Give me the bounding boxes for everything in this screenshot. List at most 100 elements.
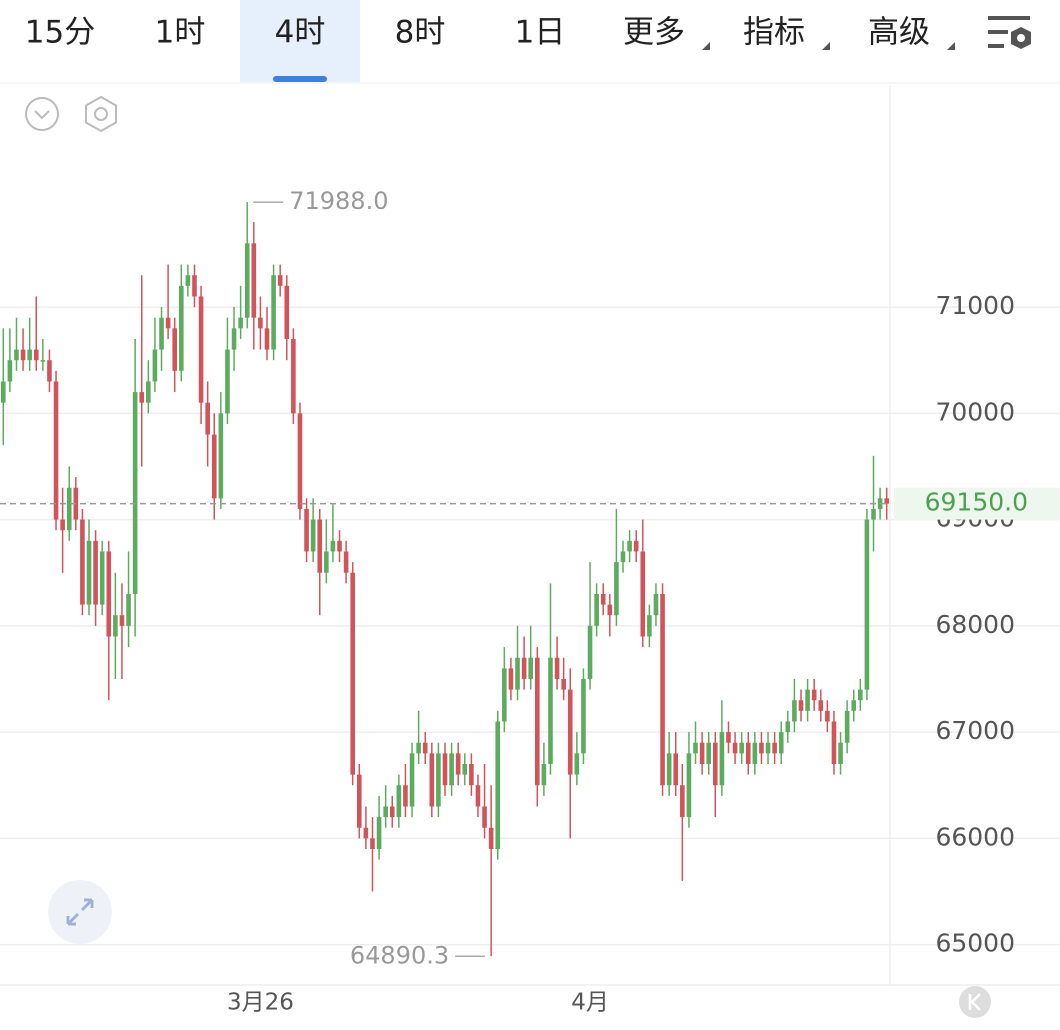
tab[interactable]: 更多 <box>623 15 710 51</box>
last-price-bg <box>894 487 1060 520</box>
icon-dot <box>94 107 108 121</box>
candle-body <box>152 349 158 382</box>
tab[interactable]: 8时 <box>395 15 446 51</box>
candle-body <box>139 392 145 403</box>
candle-body <box>488 827 494 849</box>
candle-body <box>587 625 593 679</box>
icon-dot <box>1017 34 1025 42</box>
tab-label: 1时 <box>155 15 206 51</box>
candle-body <box>712 742 718 786</box>
candle-body <box>752 742 758 764</box>
candle-body <box>324 551 329 573</box>
candle-body <box>627 540 632 552</box>
y-tick-label: 67000 <box>935 716 1015 745</box>
candle-body <box>409 753 415 807</box>
reset-button[interactable] <box>959 986 991 1018</box>
candle-body <box>198 296 204 403</box>
candle-body <box>805 689 810 711</box>
tab[interactable]: 4时 <box>240 0 360 82</box>
candle-body <box>277 275 283 286</box>
candle-body <box>739 742 744 754</box>
candle-body <box>40 360 46 362</box>
candle-body <box>258 317 263 329</box>
candle-body <box>20 349 26 361</box>
icon-arrows <box>66 898 94 926</box>
candle-body <box>80 519 85 605</box>
y-tick-label: 66000 <box>935 822 1015 851</box>
candle-body <box>515 657 520 690</box>
candle-body <box>647 615 652 637</box>
dropdown-arrow <box>947 42 955 50</box>
candle-body <box>521 657 527 679</box>
candle-body <box>831 721 837 764</box>
candle-body <box>106 551 112 637</box>
y-tick-label: 70000 <box>935 397 1015 426</box>
tab[interactable]: 高级 <box>868 15 955 51</box>
candle-body <box>462 763 468 775</box>
y-tick-label: 68000 <box>935 610 1015 639</box>
candle-body <box>396 785 402 818</box>
candle-body <box>699 742 705 764</box>
candle-body <box>508 668 514 690</box>
candle-body <box>620 551 626 563</box>
candle-body <box>291 338 296 414</box>
settings-hex[interactable] <box>85 95 117 133</box>
candle-body <box>178 285 184 371</box>
candle-body <box>389 806 395 818</box>
candle-body <box>416 742 421 754</box>
tab[interactable]: 1日 <box>515 15 566 51</box>
candle-body <box>594 593 599 626</box>
candle-body <box>534 657 540 786</box>
candle-body <box>765 742 771 754</box>
candle-body <box>798 700 804 711</box>
y-tick-label: 65000 <box>935 929 1015 958</box>
candle-body <box>119 615 125 626</box>
candle-body <box>574 753 580 775</box>
icon-chevron <box>34 110 50 120</box>
candle-body <box>686 753 692 818</box>
candle-body <box>745 742 751 764</box>
candle-body <box>231 328 237 350</box>
candle-body <box>0 381 6 403</box>
candle-body <box>403 785 408 807</box>
tab[interactable]: 1时 <box>155 15 206 51</box>
candle-body <box>192 275 197 297</box>
expand-button[interactable] <box>48 880 112 944</box>
tab-label: 8时 <box>395 15 446 51</box>
dropdown-arrow <box>702 42 710 50</box>
candle-body <box>864 519 870 690</box>
candle-body <box>759 742 764 754</box>
candle-body <box>244 243 250 318</box>
collapse-button[interactable] <box>25 97 59 131</box>
candle-body <box>871 508 876 520</box>
candle-body <box>838 742 843 764</box>
candle-body <box>825 710 830 722</box>
candle-body <box>343 551 349 573</box>
candle-body <box>600 593 606 605</box>
candle-body <box>693 742 698 754</box>
candle-body <box>548 657 553 764</box>
candle-body <box>422 742 428 754</box>
candle-body <box>238 317 243 329</box>
candle-body <box>851 700 857 711</box>
candle-body <box>356 774 362 828</box>
candle-body <box>811 689 817 701</box>
candle-body <box>185 275 191 286</box>
x-tick-label: 4月 <box>571 990 609 1016</box>
tab[interactable]: 指标 <box>743 15 830 51</box>
tab-underline <box>273 76 327 82</box>
candle-body <box>370 838 375 849</box>
candle-body <box>561 678 566 690</box>
candle-body <box>383 806 388 818</box>
last-price-label: 69150.0 <box>925 488 1028 517</box>
candle-body <box>581 678 586 754</box>
tab[interactable]: 15分 <box>25 15 95 51</box>
candle-body <box>66 487 72 531</box>
x-tick-label: 3月26 <box>227 990 294 1016</box>
candle-body <box>818 700 824 711</box>
candle-body <box>284 285 290 339</box>
candle-body <box>159 317 164 350</box>
settings-icon[interactable] <box>988 16 1031 49</box>
candle-body <box>271 275 276 350</box>
candle-body <box>706 742 712 764</box>
